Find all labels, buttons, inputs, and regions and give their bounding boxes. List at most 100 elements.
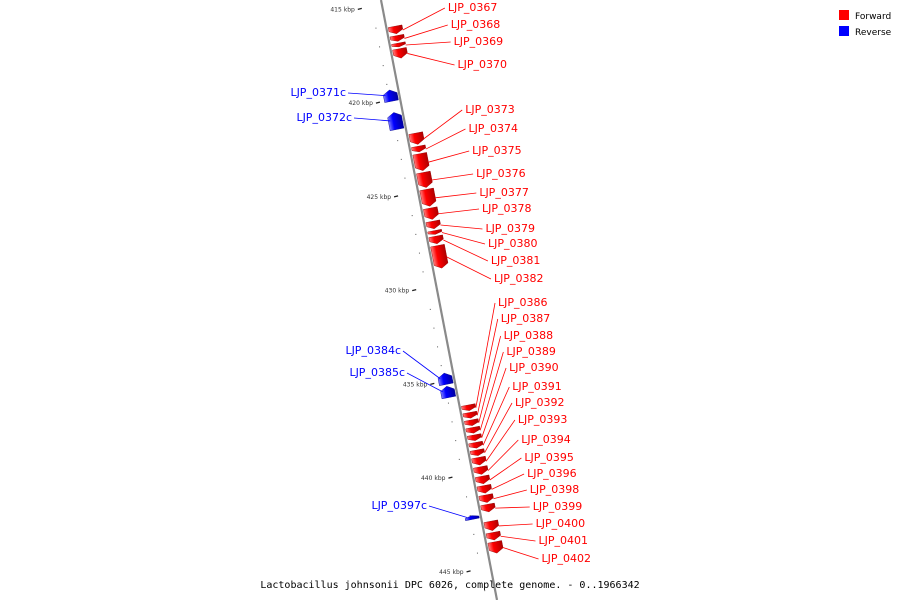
leader-line <box>502 547 539 560</box>
gene-label[interactable]: LJP_0369 <box>454 35 504 48</box>
gene-label[interactable]: LJP_0380 <box>488 237 538 250</box>
gene-label[interactable]: LJP_0379 <box>485 222 535 235</box>
gene-ljp_0390[interactable] <box>466 433 482 442</box>
gene-ljp_0394[interactable] <box>473 465 489 476</box>
gene-ljp_0371c[interactable] <box>383 89 399 103</box>
tick-label: 440 kbp <box>421 475 446 482</box>
gene-ljp_0397c[interactable] <box>464 514 480 521</box>
gene-ljp_0376[interactable] <box>416 170 433 189</box>
gene-label[interactable]: LJP_0389 <box>506 345 556 358</box>
gene-label[interactable]: LJP_0394 <box>521 433 571 446</box>
gene-label[interactable]: LJP_0393 <box>518 413 568 426</box>
gene-label[interactable]: LJP_0375 <box>472 144 522 157</box>
gene-ljp_0401[interactable] <box>485 530 501 541</box>
gene-label[interactable]: LJP_0372c <box>296 111 352 124</box>
gene-label[interactable]: LJP_0390 <box>509 361 559 374</box>
gene-label[interactable]: LJP_0374 <box>468 122 518 135</box>
gene-label[interactable]: LJP_0388 <box>504 329 554 342</box>
map-caption: Lactobacillus johnsonii DPC 6026, comple… <box>260 580 639 591</box>
tick-label: 425 kbp <box>367 194 392 201</box>
leader-line <box>402 7 446 31</box>
gene-label[interactable]: LJP_0368 <box>451 18 501 31</box>
gene-ljp_0381[interactable] <box>428 234 444 245</box>
gene-label[interactable]: LJP_0376 <box>476 167 526 180</box>
gene-label[interactable]: LJP_0401 <box>538 534 588 547</box>
gene-ljp_0398[interactable] <box>478 493 494 504</box>
gene-shape <box>419 187 437 207</box>
leader-line <box>406 372 443 393</box>
gene-label[interactable]: LJP_0378 <box>482 202 532 215</box>
gene-ljp_0373[interactable] <box>408 131 425 146</box>
gene-label[interactable]: LJP_0381 <box>491 254 541 267</box>
leader-line <box>347 92 386 97</box>
major-tick <box>430 382 435 385</box>
major-tick <box>448 476 453 479</box>
gene-ljp_0378[interactable] <box>423 206 439 221</box>
gene-ljp_0382[interactable] <box>430 244 449 269</box>
gene-ljp_0380[interactable] <box>427 229 443 235</box>
gene-ljp_0402[interactable] <box>487 540 504 555</box>
gene-label[interactable]: LJP_0382 <box>494 272 544 285</box>
gene-ljp_0396[interactable] <box>476 484 492 494</box>
legend-label-forward: Forward <box>855 12 891 22</box>
gene-ljp_0386[interactable] <box>461 403 476 412</box>
gene-label[interactable]: LJP_0371c <box>290 86 346 99</box>
legend-swatch-reverse <box>839 26 849 36</box>
gene-ljp_0379[interactable] <box>425 219 441 230</box>
gene-ljp_0377[interactable] <box>419 187 437 208</box>
gene-label[interactable]: LJP_0386 <box>498 296 548 309</box>
gene-ljp_0369[interactable] <box>391 41 406 48</box>
gene-ljp_0387[interactable] <box>462 410 478 419</box>
gene-label[interactable]: LJP_0373 <box>465 103 515 116</box>
gene-label[interactable]: LJP_0391 <box>512 380 562 393</box>
gene-ljp_0370[interactable] <box>392 47 409 59</box>
gene-ljp_0385c[interactable] <box>440 385 456 400</box>
gene-ljp_0372c[interactable] <box>387 111 405 131</box>
gene-label[interactable]: LJP_0392 <box>515 396 565 409</box>
gene-ljp_0392[interactable] <box>469 448 485 457</box>
leader-line <box>402 350 441 380</box>
gene-label[interactable]: LJP_0385c <box>349 366 405 379</box>
tick-label: 445 kbp <box>439 569 464 576</box>
gene-ljp_0368[interactable] <box>389 34 405 42</box>
gene-ljp_0400[interactable] <box>483 519 500 532</box>
gene-label[interactable]: LJP_0387 <box>501 312 551 325</box>
leader-line <box>482 386 510 446</box>
leader-line <box>484 402 513 454</box>
gene-shape <box>471 455 487 466</box>
leader-line <box>404 24 448 39</box>
leader-line <box>407 53 455 66</box>
leader-line <box>428 150 470 163</box>
gene-label[interactable]: LJP_0400 <box>536 517 586 530</box>
leader-line <box>493 489 527 500</box>
gene-label[interactable]: LJP_0402 <box>542 552 592 565</box>
genome-backbone <box>379 0 499 600</box>
gene-label[interactable]: LJP_0384c <box>345 344 401 357</box>
gene-label[interactable]: LJP_0398 <box>530 483 580 496</box>
gene-ljp_0393[interactable] <box>471 455 487 466</box>
gene-shape <box>483 519 499 531</box>
leader-line <box>498 523 533 527</box>
gene-ljp_0391[interactable] <box>468 440 484 449</box>
gene-label[interactable]: LJP_0370 <box>458 58 508 71</box>
gene-ljp_0395[interactable] <box>474 474 490 485</box>
gene-ljp_0375[interactable] <box>412 152 430 172</box>
gene-ljp_0374[interactable] <box>411 144 426 153</box>
gene-ljp_0389[interactable] <box>465 425 481 434</box>
gene-label[interactable]: LJP_0397c <box>371 499 427 512</box>
gene-shape <box>387 24 403 34</box>
gene-label[interactable]: LJP_0396 <box>527 467 577 480</box>
gene-shape <box>469 448 485 456</box>
gene-ljp_0367[interactable] <box>387 24 403 35</box>
gene-label[interactable]: LJP_0377 <box>479 186 529 199</box>
gene-label[interactable]: LJP_0395 <box>524 451 574 464</box>
gene-ljp_0399[interactable] <box>480 502 496 513</box>
gene-label[interactable]: LJP_0399 <box>533 500 583 513</box>
legend-label-reverse: Reverse <box>855 28 892 38</box>
gene-ljp_0388[interactable] <box>464 418 479 427</box>
leader-line <box>500 535 536 542</box>
gene-label[interactable]: LJP_0367 <box>448 1 498 14</box>
leader-line <box>443 239 489 262</box>
leader-line <box>489 457 522 481</box>
